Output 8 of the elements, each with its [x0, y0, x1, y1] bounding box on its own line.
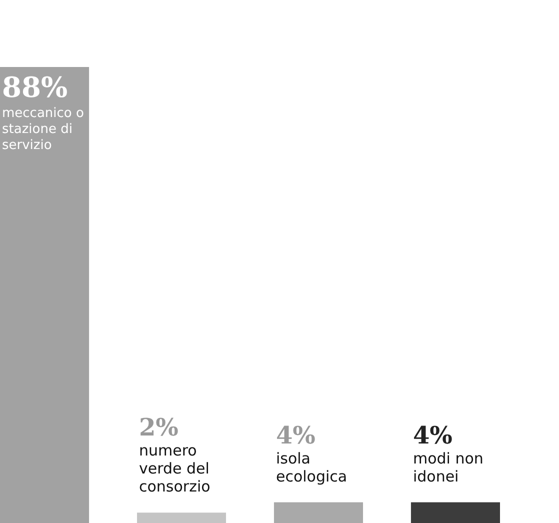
data-label: 88%: [2, 71, 68, 104]
data-label: 4%: [412, 420, 453, 450]
data-label: 2%: [138, 412, 179, 442]
x-tick-label: numero verde del consorzio: [138, 442, 210, 496]
data-label: 4%: [276, 420, 316, 450]
x-tick-label: isola ecologica: [276, 449, 348, 486]
x-tick-label: meccanico o stazione di servizio: [2, 106, 84, 153]
x-tick-label: modi non idonei: [412, 449, 484, 486]
